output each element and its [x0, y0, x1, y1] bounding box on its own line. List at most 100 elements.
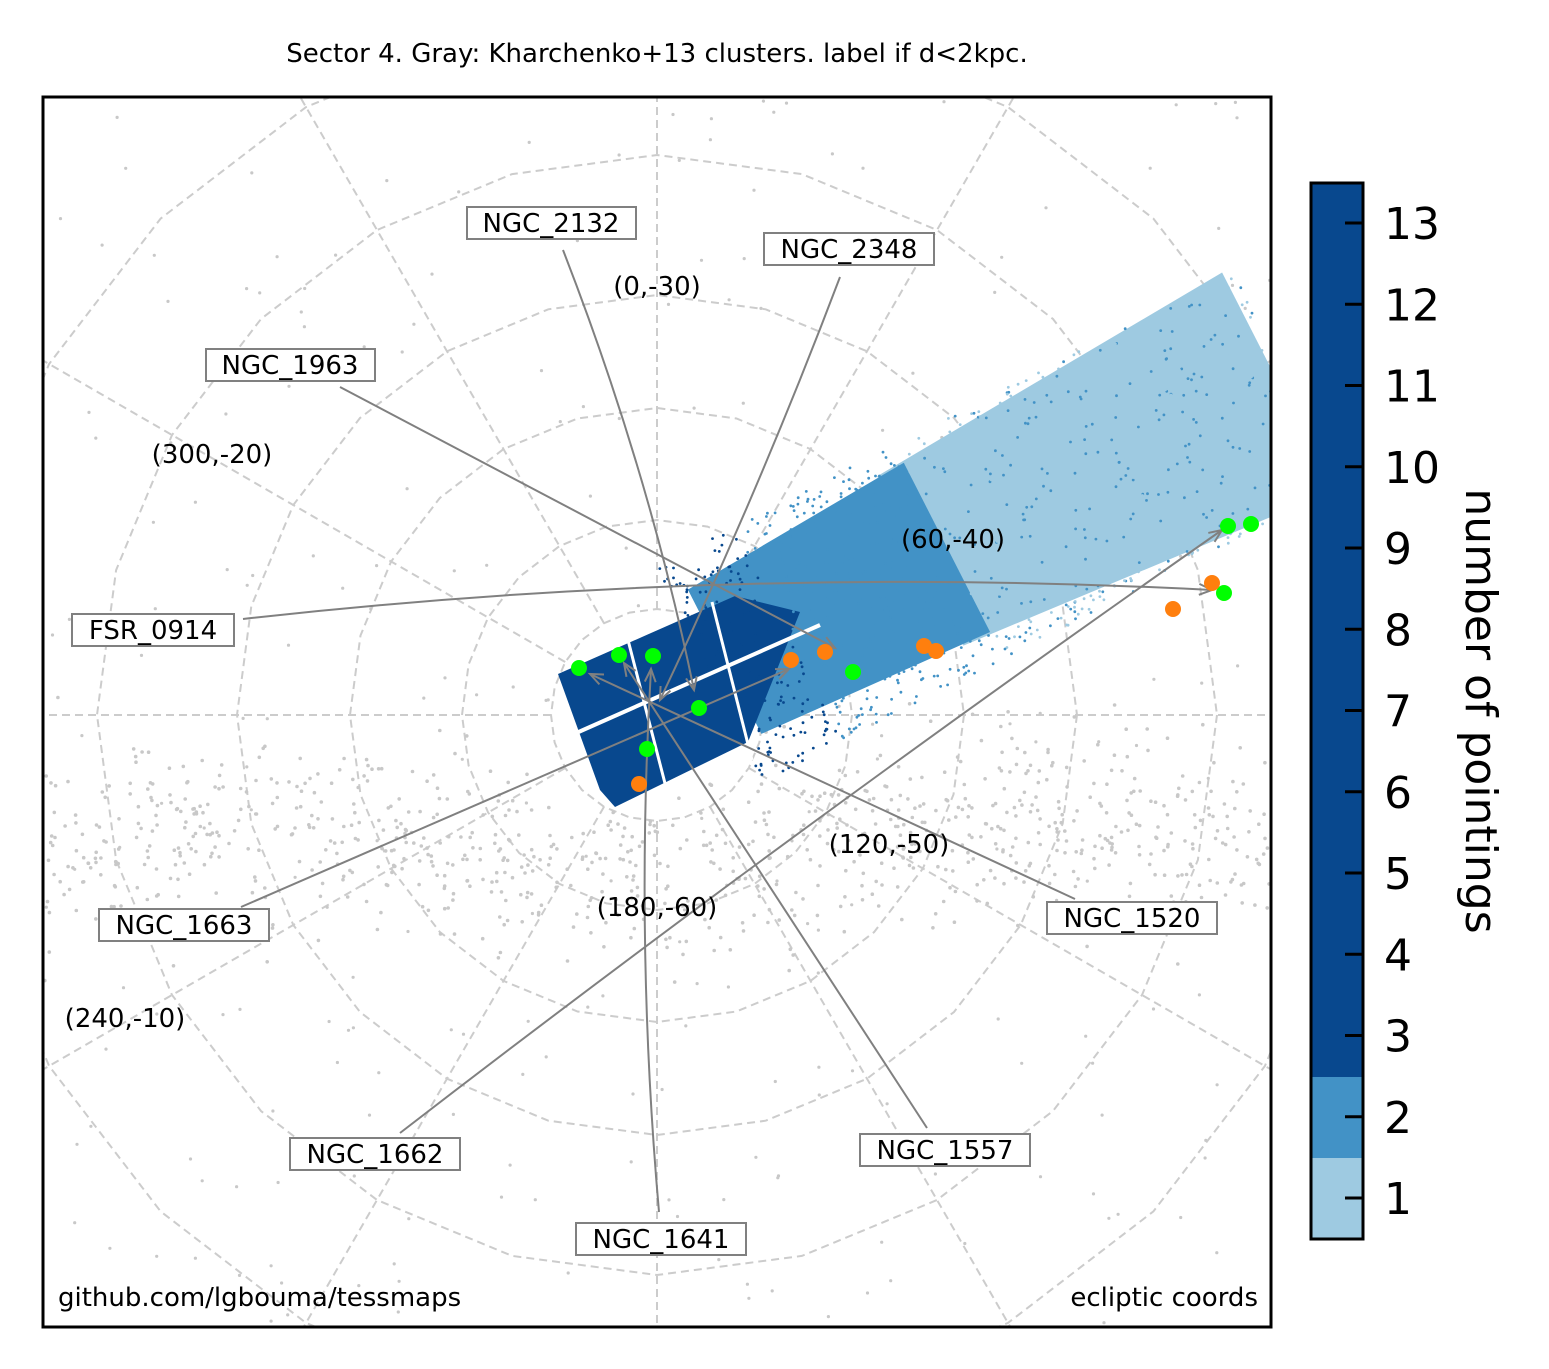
- cluster-point: [187, 872, 192, 876]
- coverage-point: [865, 697, 869, 701]
- colorbar-tick-label: 2: [1384, 1093, 1412, 1144]
- cluster-point: [422, 836, 426, 840]
- cluster-point: [451, 891, 456, 896]
- coverage-point: [824, 664, 828, 668]
- coverage-point: [823, 512, 827, 516]
- cluster-point: [1176, 874, 1180, 878]
- coverage-point: [1001, 459, 1005, 463]
- cluster-point: [1023, 869, 1028, 873]
- coverage-point: [782, 561, 786, 565]
- cluster-point: [1064, 765, 1069, 770]
- coverage-point: [950, 620, 954, 623]
- coverage-point: [829, 508, 833, 511]
- coverage-point: [1163, 379, 1167, 383]
- cluster-point: [194, 810, 199, 814]
- coverage-point: [1306, 453, 1309, 456]
- coverage-point: [1024, 631, 1028, 634]
- cluster-point: [570, 835, 574, 840]
- coverage-point: [1059, 460, 1063, 464]
- coverage-point: [1155, 459, 1159, 463]
- coverage-point: [990, 483, 993, 487]
- coverage-point: [1164, 357, 1168, 361]
- coverage-point: [911, 627, 914, 631]
- cluster-point: [362, 774, 366, 778]
- coverage-point: [1009, 415, 1013, 419]
- coverage-point: [1102, 598, 1106, 602]
- cluster-point: [452, 932, 457, 936]
- cluster-point: [89, 1124, 93, 1128]
- coverage-point: [861, 481, 864, 485]
- coverage-point: [1247, 360, 1250, 364]
- coverage-point: [888, 616, 892, 619]
- cluster-point: [1085, 879, 1089, 883]
- coverage-point: [1188, 451, 1192, 455]
- coverage-point: [1107, 430, 1111, 433]
- cluster-point: [1156, 825, 1160, 829]
- coverage-point: [776, 681, 779, 685]
- coverage-point: [1007, 443, 1010, 447]
- cluster-point: [334, 253, 338, 257]
- coverage-point: [1128, 382, 1132, 385]
- coverage-point: [730, 702, 733, 706]
- coverage-point: [1000, 586, 1004, 590]
- cluster-point: [1098, 833, 1102, 838]
- cluster-point: [504, 898, 508, 903]
- coverage-point: [883, 608, 887, 612]
- cluster-point: [818, 834, 822, 838]
- coverage-point: [1208, 364, 1212, 367]
- coverage-point: [1079, 397, 1083, 401]
- coverage-point: [972, 411, 976, 415]
- cluster-point: [1002, 828, 1006, 833]
- cluster-point: [189, 847, 193, 851]
- cluster-point: [761, 99, 766, 103]
- coverage-point: [1273, 409, 1276, 412]
- cluster-point: [923, 820, 927, 825]
- cluster-point: [1243, 306, 1247, 310]
- cluster-point: [551, 842, 556, 847]
- coverage-point: [914, 506, 918, 510]
- coverage-point: [1238, 372, 1242, 376]
- coverage-point: [1162, 550, 1166, 554]
- coverage-point: [1081, 360, 1085, 364]
- coverage-point: [702, 621, 706, 625]
- coverage-point: [1055, 555, 1059, 559]
- cluster-point: [519, 892, 523, 897]
- cluster-point: [325, 905, 329, 909]
- cluster-point: [263, 886, 267, 890]
- cluster-point: [777, 786, 782, 791]
- coverage-point: [784, 761, 788, 765]
- coverage-point: [753, 547, 757, 550]
- coverage-point: [898, 465, 902, 469]
- cluster-point: [485, 563, 489, 567]
- cluster-point: [880, 883, 884, 887]
- coverage-point: [868, 542, 871, 545]
- coverage-point: [892, 630, 895, 634]
- coverage-point: [1169, 307, 1173, 310]
- coverage-point: [1172, 380, 1176, 384]
- cluster-point: [975, 899, 979, 903]
- coverage-point: [961, 545, 965, 549]
- coverage-point: [705, 620, 709, 624]
- cluster-point: [328, 839, 333, 843]
- cluster-point: [1233, 100, 1237, 104]
- cluster-point: [1038, 711, 1042, 715]
- coverage-point: [1237, 334, 1240, 338]
- cluster-point: [1207, 857, 1211, 862]
- cluster-point: [151, 520, 155, 524]
- coverage-point: [1242, 366, 1246, 370]
- cluster-point: [611, 810, 615, 815]
- cluster-point: [772, 110, 776, 114]
- cluster-point: [794, 890, 798, 895]
- cluster-point: [66, 779, 70, 784]
- cluster-point: [717, 1258, 721, 1262]
- cluster-point: [460, 757, 464, 761]
- cluster-point: [134, 760, 138, 764]
- coverage-point: [958, 626, 962, 630]
- cluster-point: [628, 860, 632, 864]
- coverage-point: [795, 515, 799, 519]
- arrow-head: [587, 672, 605, 686]
- coverage-point: [937, 550, 941, 553]
- cluster-point: [316, 938, 321, 943]
- cluster-point: [1265, 846, 1270, 850]
